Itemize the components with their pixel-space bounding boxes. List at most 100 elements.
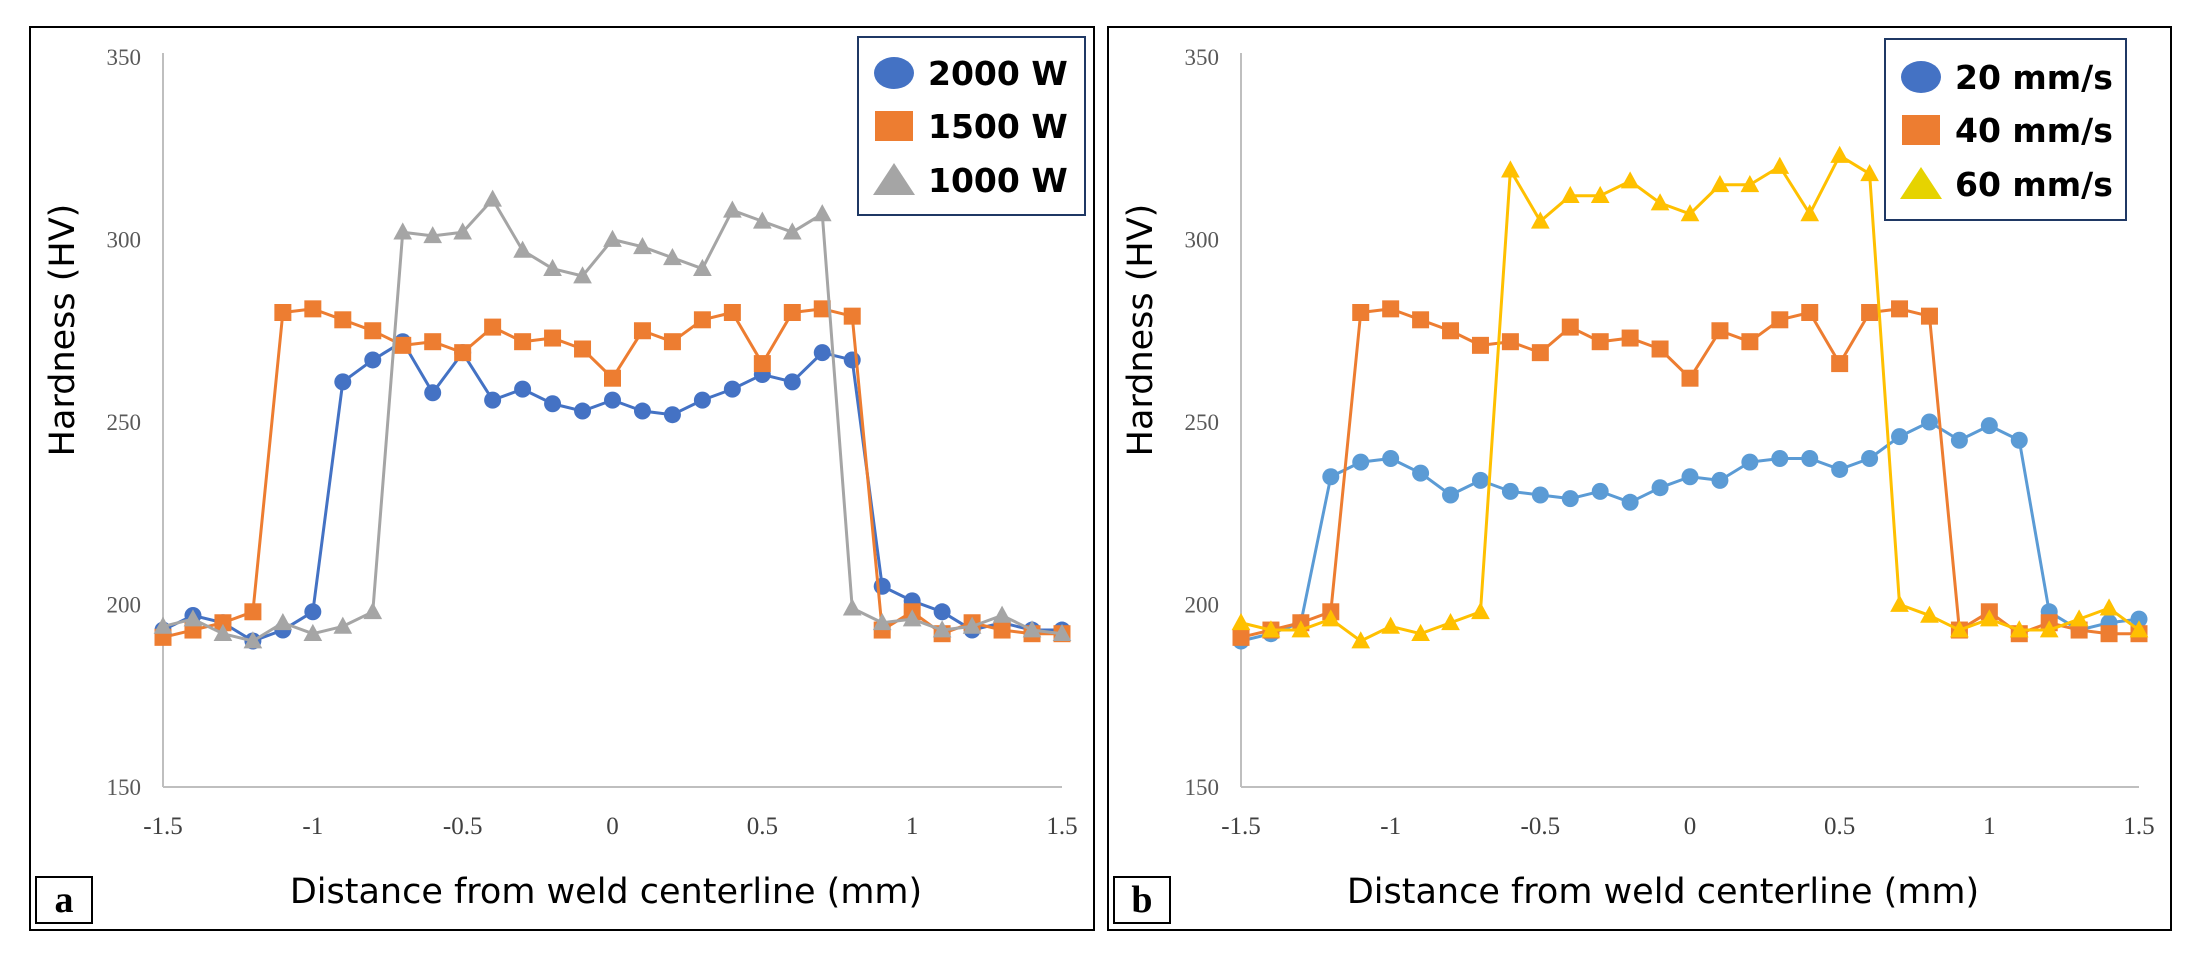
panel-label-box (35, 876, 93, 924)
data-point (1980, 417, 1998, 435)
data-point (1741, 453, 1759, 471)
data-point (424, 333, 442, 351)
y-axis-title: Hardness (HV) (1121, 204, 1161, 457)
legend-marker (1901, 61, 1941, 93)
data-point (633, 402, 651, 420)
data-point (1771, 311, 1789, 329)
data-point (2129, 620, 2149, 638)
data-point (423, 226, 443, 244)
data-point (333, 616, 353, 634)
data-point (1710, 174, 1730, 193)
data-point (1620, 171, 1640, 189)
data-point (933, 603, 951, 621)
data-point (872, 612, 892, 631)
y-tick-label: 150 (1185, 775, 1220, 800)
data-point (752, 211, 772, 229)
panel-label-box (1113, 876, 1171, 924)
data-point (693, 391, 711, 409)
data-point (274, 304, 292, 321)
data-point (723, 304, 741, 321)
legend-label: 60 mm/s (1955, 165, 2113, 204)
data-point (962, 616, 982, 634)
x-tick-label: 1.5 (2123, 813, 2154, 840)
y-tick-label: 150 (107, 775, 142, 800)
x-tick-label: 0 (606, 813, 619, 840)
data-point (753, 355, 771, 373)
legend-label: 20 mm/s (1955, 58, 2113, 97)
data-point (214, 614, 232, 632)
data-point (2069, 609, 2089, 627)
data-point (1891, 300, 1909, 318)
data-point (1321, 609, 1341, 627)
data-point (1920, 413, 1938, 431)
y-tick-label: 250 (107, 410, 142, 435)
data-point (1052, 623, 1072, 642)
data-point (1681, 468, 1699, 486)
data-point (364, 351, 382, 369)
data-point (1442, 322, 1460, 340)
x-tick-label: -1 (1380, 813, 1401, 840)
data-point (153, 616, 173, 634)
data-point (842, 598, 862, 616)
legend-marker (1900, 167, 1942, 199)
data-point (1531, 344, 1549, 362)
data-point (1651, 479, 1669, 497)
panel-label: a (55, 879, 74, 921)
data-point (1801, 304, 1819, 321)
data-point (1621, 493, 1639, 511)
data-point (902, 609, 922, 627)
data-point (183, 609, 203, 627)
data-point (693, 311, 711, 329)
data-point (513, 240, 532, 258)
data-point (1531, 486, 1549, 504)
y-tick-label: 300 (107, 228, 142, 253)
data-point (543, 258, 562, 277)
data-point (2009, 620, 2029, 638)
data-point (1412, 311, 1430, 329)
data-point (574, 402, 592, 420)
data-point (1590, 185, 1610, 204)
data-point (2099, 598, 2119, 616)
legend-marker (874, 57, 914, 89)
data-point (633, 322, 651, 340)
data-point (1501, 482, 1519, 500)
data-point (604, 369, 621, 387)
data-point (1771, 450, 1789, 467)
legend-marker (873, 163, 915, 195)
data-point (693, 258, 712, 277)
x-tick-label: 1.5 (1046, 813, 1077, 840)
data-point (334, 373, 352, 391)
data-point (1800, 204, 1820, 222)
data-point (932, 620, 952, 638)
data-point (1351, 631, 1371, 649)
data-point (1471, 471, 1489, 489)
data-point (1412, 464, 1430, 482)
data-point (303, 623, 323, 642)
data-point (514, 333, 532, 351)
panel-label: b (1131, 879, 1152, 921)
x-axis-title: Distance from weld centerline (mm) (1347, 872, 1979, 912)
data-point (514, 380, 532, 398)
data-point (1711, 322, 1729, 340)
y-tick-label: 200 (1185, 593, 1220, 618)
data-point (2039, 620, 2059, 638)
data-point (574, 340, 592, 358)
data-point (544, 395, 562, 413)
data-point (1621, 329, 1639, 347)
data-point (663, 247, 682, 266)
data-point (1291, 620, 1311, 638)
data-point (484, 391, 502, 409)
data-point (1352, 304, 1370, 321)
data-point (544, 329, 562, 347)
data-point (1979, 609, 1999, 627)
data-point (1261, 620, 1281, 638)
x-tick-label: -1.5 (1221, 813, 1261, 840)
data-point (1770, 156, 1790, 174)
data-point (604, 391, 621, 409)
data-point (1711, 471, 1729, 489)
data-point (1591, 482, 1609, 500)
data-point (1920, 605, 1939, 623)
data-point (1860, 164, 1879, 182)
legend-label: 2000 W (928, 54, 1068, 93)
